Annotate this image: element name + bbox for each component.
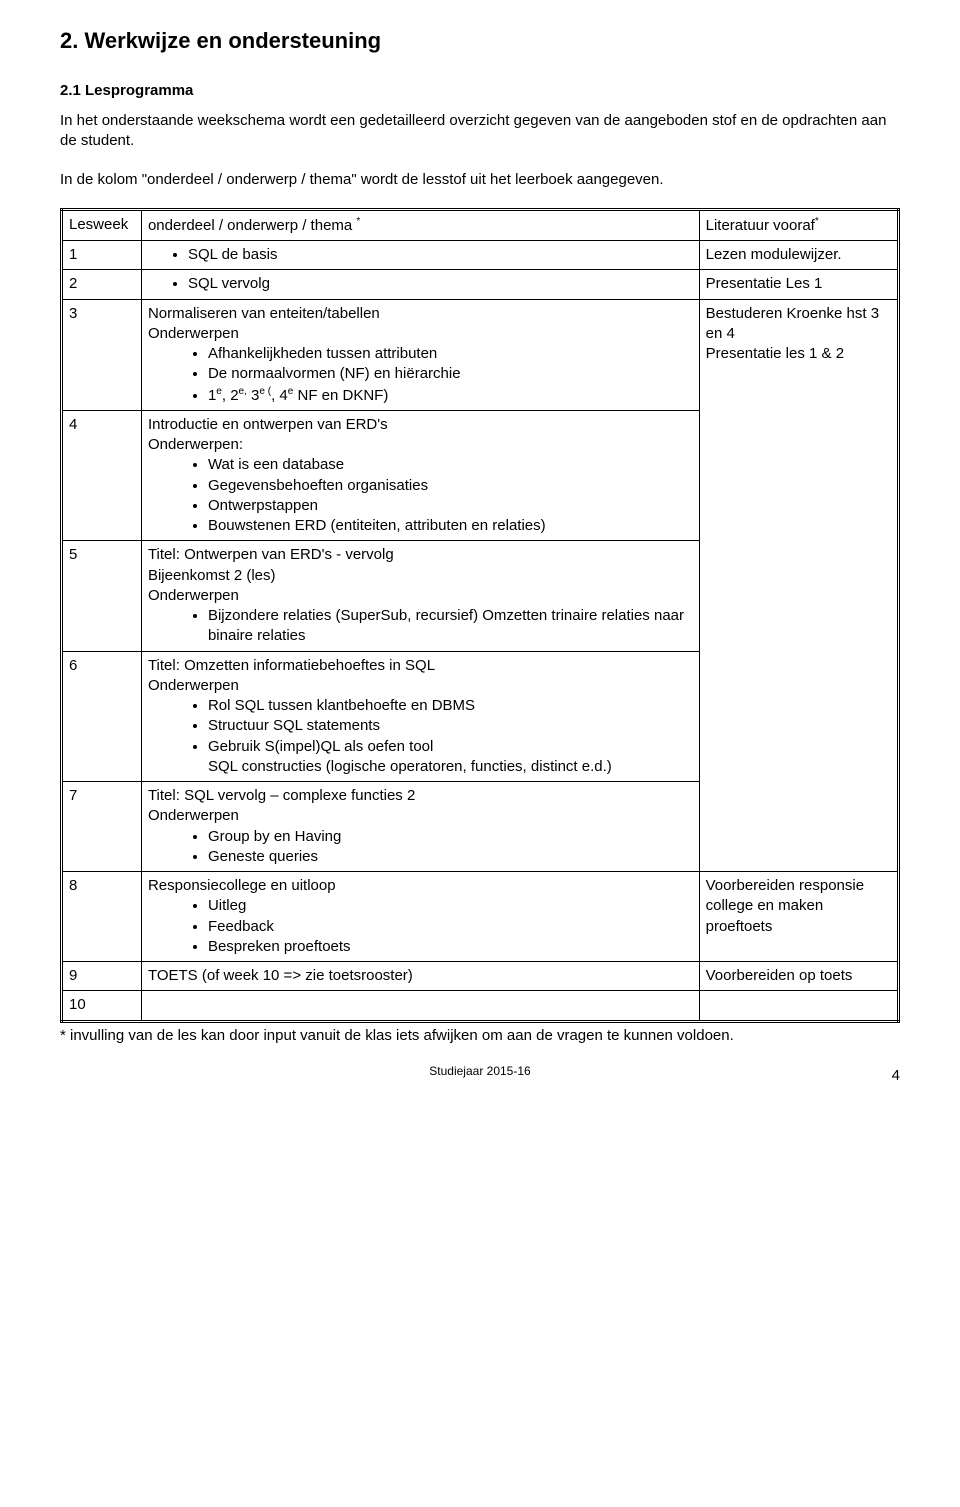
cell-lit-10	[699, 991, 898, 1021]
schedule-table: Lesweek onderdeel / onderwerp / thema * …	[60, 208, 900, 1023]
row4-b1: Wat is een database	[208, 455, 693, 475]
table-row: 1 SQL de basis Lezen modulewijzer.	[62, 241, 899, 270]
page-footer: Studiejaar 2015-16 4	[60, 1064, 900, 1078]
cell-topic-4: Introductie en ontwerpen van ERD's Onder…	[141, 410, 699, 541]
cell-topic-5: Titel: Ontwerpen van ERD's - vervolg Bij…	[141, 541, 699, 651]
header-literature: Literatuur vooraf*	[699, 209, 898, 240]
row6-subtitle: Onderwerpen	[148, 676, 693, 696]
row3-lit2: Presentatie les 1 & 2	[706, 344, 891, 364]
cell-week-1: 1	[62, 241, 142, 270]
cell-lit-9: Voorbereiden op toets	[699, 962, 898, 991]
cell-lit-2: Presentatie Les 1	[699, 270, 898, 299]
cell-week-6: 6	[62, 651, 142, 782]
row7-subtitle: Onderwerpen	[148, 806, 693, 826]
row8-b2: Feedback	[208, 917, 693, 937]
cell-topic-7: Titel: SQL vervolg – complexe functies 2…	[141, 782, 699, 872]
row1-bullet: SQL de basis	[188, 245, 693, 265]
header-literature-text: Literatuur vooraf	[706, 217, 815, 234]
row5-line2: Bijeenkomst 2 (les)	[148, 566, 693, 586]
row6-b2: Structuur SQL statements	[208, 716, 693, 736]
row7-b1: Group by en Having	[208, 827, 693, 847]
intro-paragraph-2: In de kolom "onderdeel / onderwerp / the…	[60, 170, 900, 190]
row7-b2: Geneste queries	[208, 847, 693, 867]
cell-week-7: 7	[62, 782, 142, 872]
table-row: 10	[62, 991, 899, 1021]
row3-b3: 1e, 2e, 3e (, 4e NF en DKNF)	[208, 385, 693, 406]
cell-week-3: 3	[62, 299, 142, 410]
cell-topic-2: SQL vervolg	[141, 270, 699, 299]
row8-b1: Uitleg	[208, 896, 693, 916]
cell-lit-8: Voorbereiden responsie college en maken …	[699, 872, 898, 962]
row5-b1: Bijzondere relaties (SuperSub, recursief…	[208, 606, 693, 647]
cell-week-2: 2	[62, 270, 142, 299]
cell-topic-10	[141, 991, 699, 1021]
row6-b1: Rol SQL tussen klantbehoefte en DBMS	[208, 696, 693, 716]
cell-week-4: 4	[62, 410, 142, 541]
cell-week-9: 9	[62, 962, 142, 991]
header-topic-text: onderdeel / onderwerp / thema	[148, 217, 352, 234]
cell-lit-1: Lezen modulewijzer.	[699, 241, 898, 270]
footnote: * invulling van de les kan door input va…	[60, 1027, 900, 1044]
cell-lit-3: Bestuderen Kroenke hst 3 en 4 Presentati…	[699, 299, 898, 872]
intro-paragraph-1: In het onderstaande weekschema wordt een…	[60, 111, 900, 152]
page-number: 4	[892, 1067, 900, 1084]
cell-week-8: 8	[62, 872, 142, 962]
row5-title: Titel: Ontwerpen van ERD's - vervolg	[148, 545, 693, 565]
cell-topic-9: TOETS (of week 10 => zie toetsrooster)	[141, 962, 699, 991]
row8-b3: Bespreken proeftoets	[208, 937, 693, 957]
table-row: 8 Responsiecollege en uitloop Uitleg Fee…	[62, 872, 899, 962]
table-row: 3 Normaliseren van enteiten/tabellen Ond…	[62, 299, 899, 410]
cell-week-10: 10	[62, 991, 142, 1021]
header-topic-asterisk: *	[356, 216, 360, 227]
section-heading: 2. Werkwijze en ondersteuning	[60, 28, 900, 54]
row3-b2: De normaalvormen (NF) en hiërarchie	[208, 364, 693, 384]
row4-b4: Bouwstenen ERD (entiteiten, attributen e…	[208, 516, 693, 536]
footer-studiejaar: Studiejaar 2015-16	[429, 1064, 530, 1078]
row6-title: Titel: Omzetten informatiebehoeftes in S…	[148, 656, 693, 676]
row2-bullet: SQL vervolg	[188, 274, 693, 294]
table-header-row: Lesweek onderdeel / onderwerp / thema * …	[62, 209, 899, 240]
row3-lit1: Bestuderen Kroenke hst 3 en 4	[706, 304, 891, 345]
cell-week-5: 5	[62, 541, 142, 651]
header-literature-asterisk: *	[815, 216, 819, 227]
row6-b3: Gebruik S(impel)QL als oefen tool	[208, 737, 693, 757]
table-row: 9 TOETS (of week 10 => zie toetsrooster)…	[62, 962, 899, 991]
row3-b1: Afhankelijkheden tussen attributen	[208, 344, 693, 364]
row5-subtitle: Onderwerpen	[148, 586, 693, 606]
table-row: 2 SQL vervolg Presentatie Les 1	[62, 270, 899, 299]
row4-b3: Ontwerpstappen	[208, 496, 693, 516]
row8-title: Responsiecollege en uitloop	[148, 876, 693, 896]
row4-subtitle: Onderwerpen:	[148, 435, 693, 455]
header-lesweek: Lesweek	[62, 209, 142, 240]
row3-title: Normaliseren van enteiten/tabellen	[148, 304, 693, 324]
cell-topic-6: Titel: Omzetten informatiebehoeftes in S…	[141, 651, 699, 782]
subsection-heading: 2.1 Lesprogramma	[60, 82, 900, 99]
row6-extra: SQL constructies (logische operatoren, f…	[148, 757, 693, 777]
row3-subtitle: Onderwerpen	[148, 324, 693, 344]
cell-topic-8: Responsiecollege en uitloop Uitleg Feedb…	[141, 872, 699, 962]
cell-topic-3: Normaliseren van enteiten/tabellen Onder…	[141, 299, 699, 410]
row4-title: Introductie en ontwerpen van ERD's	[148, 415, 693, 435]
row7-title: Titel: SQL vervolg – complexe functies 2	[148, 786, 693, 806]
cell-topic-1: SQL de basis	[141, 241, 699, 270]
header-topic: onderdeel / onderwerp / thema *	[141, 209, 699, 240]
row4-b2: Gegevensbehoeften organisaties	[208, 476, 693, 496]
